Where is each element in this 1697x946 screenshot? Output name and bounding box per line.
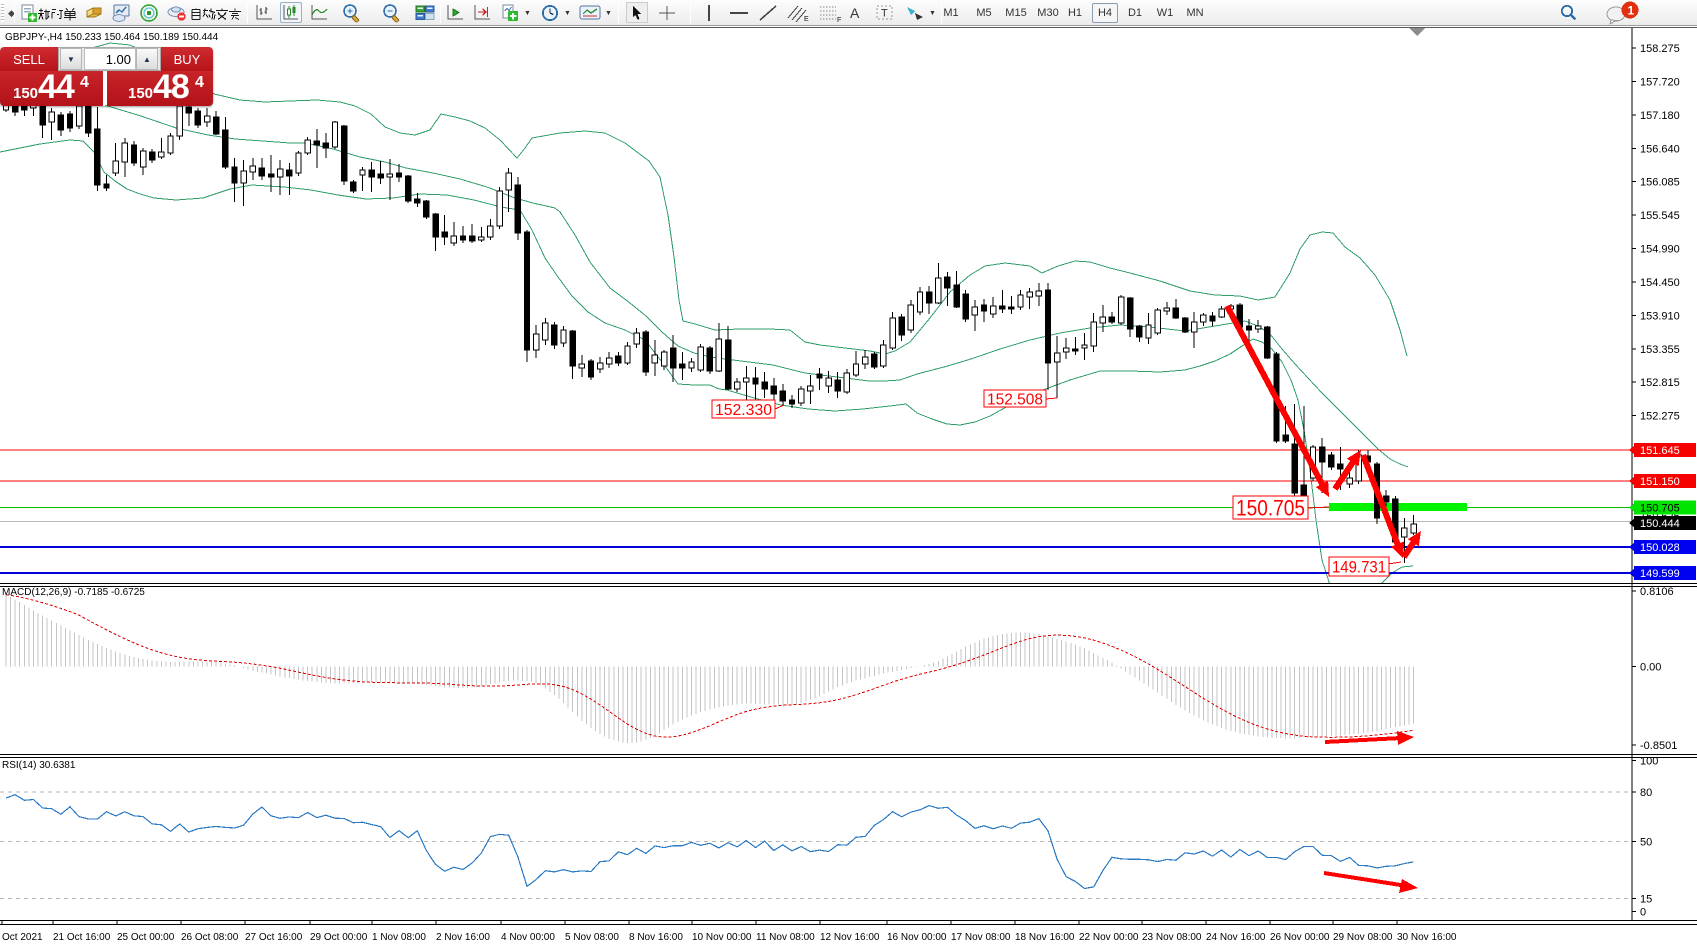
svg-text:30 Nov 16:00: 30 Nov 16:00 (1397, 932, 1457, 943)
svg-text:Oct 2021: Oct 2021 (2, 932, 43, 943)
svg-text:26 Oct 08:00: 26 Oct 08:00 (181, 932, 239, 943)
svg-text:152.815: 152.815 (1640, 377, 1680, 389)
svg-text:22 Nov 00:00: 22 Nov 00:00 (1079, 932, 1139, 943)
svg-text:MACD(12,26,9) -0.7185 -0.6725: MACD(12,26,9) -0.7185 -0.6725 (2, 587, 145, 598)
svg-text:80: 80 (1640, 787, 1652, 799)
svg-text:21 Oct 16:00: 21 Oct 16:00 (53, 932, 111, 943)
svg-text:15: 15 (1640, 894, 1652, 906)
svg-text:8 Nov 16:00: 8 Nov 16:00 (629, 932, 683, 943)
svg-text:156.640: 156.640 (1640, 143, 1680, 155)
svg-text:5 Nov 08:00: 5 Nov 08:00 (565, 932, 619, 943)
svg-text:153.355: 153.355 (1640, 344, 1680, 356)
svg-text:12 Nov 16:00: 12 Nov 16:00 (820, 932, 880, 943)
svg-text:F: F (837, 17, 841, 23)
svg-text:151.150: 151.150 (1640, 476, 1680, 488)
svg-text:0: 0 (1640, 906, 1646, 918)
svg-text:10 Nov 00:00: 10 Nov 00:00 (692, 932, 752, 943)
svg-text:152.330: 152.330 (715, 402, 772, 419)
svg-text:1: 1 (1628, 4, 1635, 18)
svg-text:150.705: 150.705 (1236, 495, 1305, 520)
svg-text:11 Nov 08:00: 11 Nov 08:00 (756, 932, 815, 943)
svg-text:29 Nov 08:00: 29 Nov 08:00 (1333, 932, 1393, 943)
svg-text:1 Nov 08:00: 1 Nov 08:00 (372, 932, 426, 943)
svg-text:152.508: 152.508 (987, 391, 1043, 408)
svg-text:150.444: 150.444 (1640, 518, 1680, 530)
svg-text:155.545: 155.545 (1640, 210, 1680, 222)
svg-text:25 Oct 00:00: 25 Oct 00:00 (117, 932, 175, 943)
svg-text:156.085: 156.085 (1640, 177, 1680, 189)
svg-text:27 Oct 16:00: 27 Oct 16:00 (245, 932, 303, 943)
svg-text:149.599: 149.599 (1640, 568, 1680, 580)
svg-text:0.8106: 0.8106 (1640, 586, 1674, 598)
svg-text:26 Nov 00:00: 26 Nov 00:00 (1270, 932, 1330, 943)
svg-text:T: T (881, 8, 888, 20)
svg-text:29 Oct 00:00: 29 Oct 00:00 (310, 932, 368, 943)
svg-text:16 Nov 00:00: 16 Nov 00:00 (887, 932, 947, 943)
svg-text:100: 100 (1640, 756, 1658, 768)
svg-text:158.275: 158.275 (1640, 43, 1680, 55)
svg-text:17 Nov 08:00: 17 Nov 08:00 (951, 932, 1011, 943)
svg-text:152.275: 152.275 (1640, 411, 1680, 423)
svg-text:150.705: 150.705 (1640, 503, 1680, 515)
svg-text:151.645: 151.645 (1640, 445, 1680, 457)
svg-text:E: E (804, 16, 809, 23)
svg-text:154.450: 154.450 (1640, 277, 1680, 289)
svg-text:18 Nov 16:00: 18 Nov 16:00 (1015, 932, 1075, 943)
svg-text:154.990: 154.990 (1640, 244, 1680, 256)
svg-text:50: 50 (1640, 837, 1652, 849)
svg-text:GBPJPY-,H4 150.233 150.464 15: GBPJPY-,H4 150.233 150.464 150.189 150.4… (5, 32, 219, 43)
svg-text:157.180: 157.180 (1640, 110, 1680, 122)
svg-text:RSI(14) 30.6381: RSI(14) 30.6381 (2, 760, 76, 771)
svg-text:149.731: 149.731 (1332, 558, 1386, 577)
svg-text:4 Nov 00:00: 4 Nov 00:00 (501, 932, 555, 943)
svg-text:23 Nov 08:00: 23 Nov 08:00 (1142, 932, 1202, 943)
svg-text:0.00: 0.00 (1640, 661, 1661, 673)
svg-text:157.720: 157.720 (1640, 76, 1680, 88)
svg-text:24 Nov 16:00: 24 Nov 16:00 (1206, 932, 1266, 943)
svg-text:153.910: 153.910 (1640, 310, 1680, 322)
svg-text:-0.8501: -0.8501 (1640, 740, 1677, 752)
svg-text:150.028: 150.028 (1640, 542, 1680, 554)
svg-text:2 Nov 16:00: 2 Nov 16:00 (436, 932, 490, 943)
